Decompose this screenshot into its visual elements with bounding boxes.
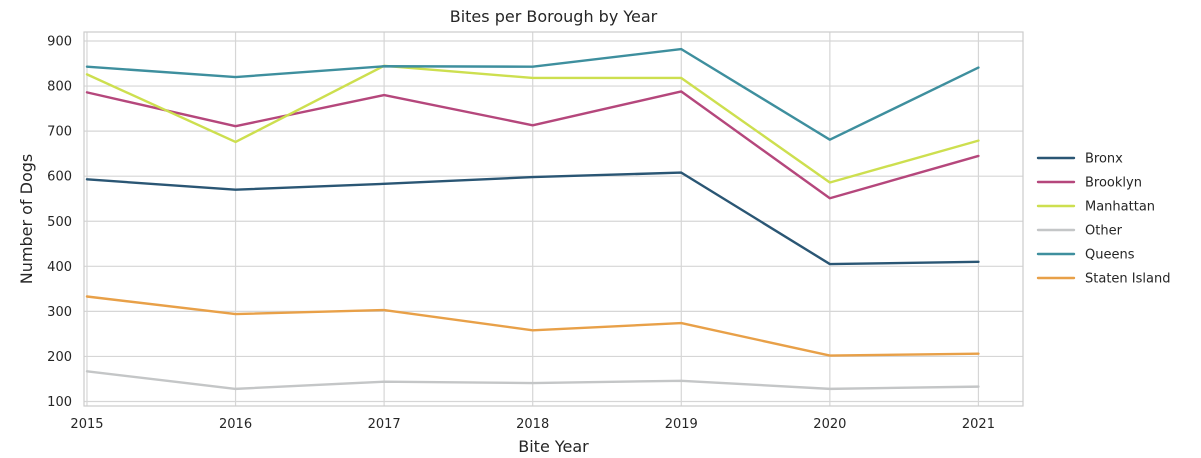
x-tick-label: 2017: [368, 417, 401, 432]
y-tick-label: 200: [47, 350, 72, 365]
legend-label-other: Other: [1085, 224, 1123, 239]
series-line-bronx: [85, 171, 980, 266]
legend-label-staten-island: Staten Island: [1085, 272, 1170, 287]
series-line-staten-island: [85, 295, 980, 357]
legend-label-manhattan: Manhattan: [1085, 200, 1155, 215]
plot-area: [84, 32, 1023, 406]
legend-label-bronx: Bronx: [1085, 152, 1123, 167]
x-axis-title: Bite Year: [518, 437, 589, 456]
legend-label-brooklyn: Brooklyn: [1085, 176, 1142, 191]
y-tick-label: 900: [47, 35, 72, 50]
series-line-queens: [85, 47, 980, 141]
y-tick-label: 100: [47, 395, 72, 410]
x-tick-label: 2015: [70, 417, 103, 432]
y-tick-label: 600: [47, 170, 72, 185]
plot-frame: [83, 31, 1024, 407]
y-tick-label: 400: [47, 260, 72, 275]
x-tick-label: 2016: [219, 417, 252, 432]
y-tick-label: 300: [47, 305, 72, 320]
series-line-manhattan: [85, 64, 980, 184]
x-tick-label: 2019: [665, 417, 698, 432]
legend: Bronx Brooklyn Manhattan Other Queens Staten …: [1036, 152, 1170, 287]
x-tick-label: 2021: [962, 417, 995, 432]
series-line-brooklyn: [85, 90, 980, 200]
x-axis-ticks: 2015 2016 2017 2018 2019 2020 2021: [70, 417, 995, 432]
series-line-other: [85, 370, 980, 391]
legend-label-queens: Queens: [1085, 248, 1135, 263]
y-axis-title: Number of Dogs: [17, 154, 36, 284]
y-tick-label: 700: [47, 125, 72, 140]
series-lines: [85, 47, 980, 391]
y-tick-label: 800: [47, 80, 72, 95]
y-tick-label: 500: [47, 215, 72, 230]
x-tick-label: 2020: [813, 417, 846, 432]
x-tick-label: 2018: [516, 417, 549, 432]
y-axis-ticks: 100 200 300 400 500 600 700 800 900: [47, 35, 72, 410]
chart-title: Bites per Borough by Year: [450, 7, 658, 26]
